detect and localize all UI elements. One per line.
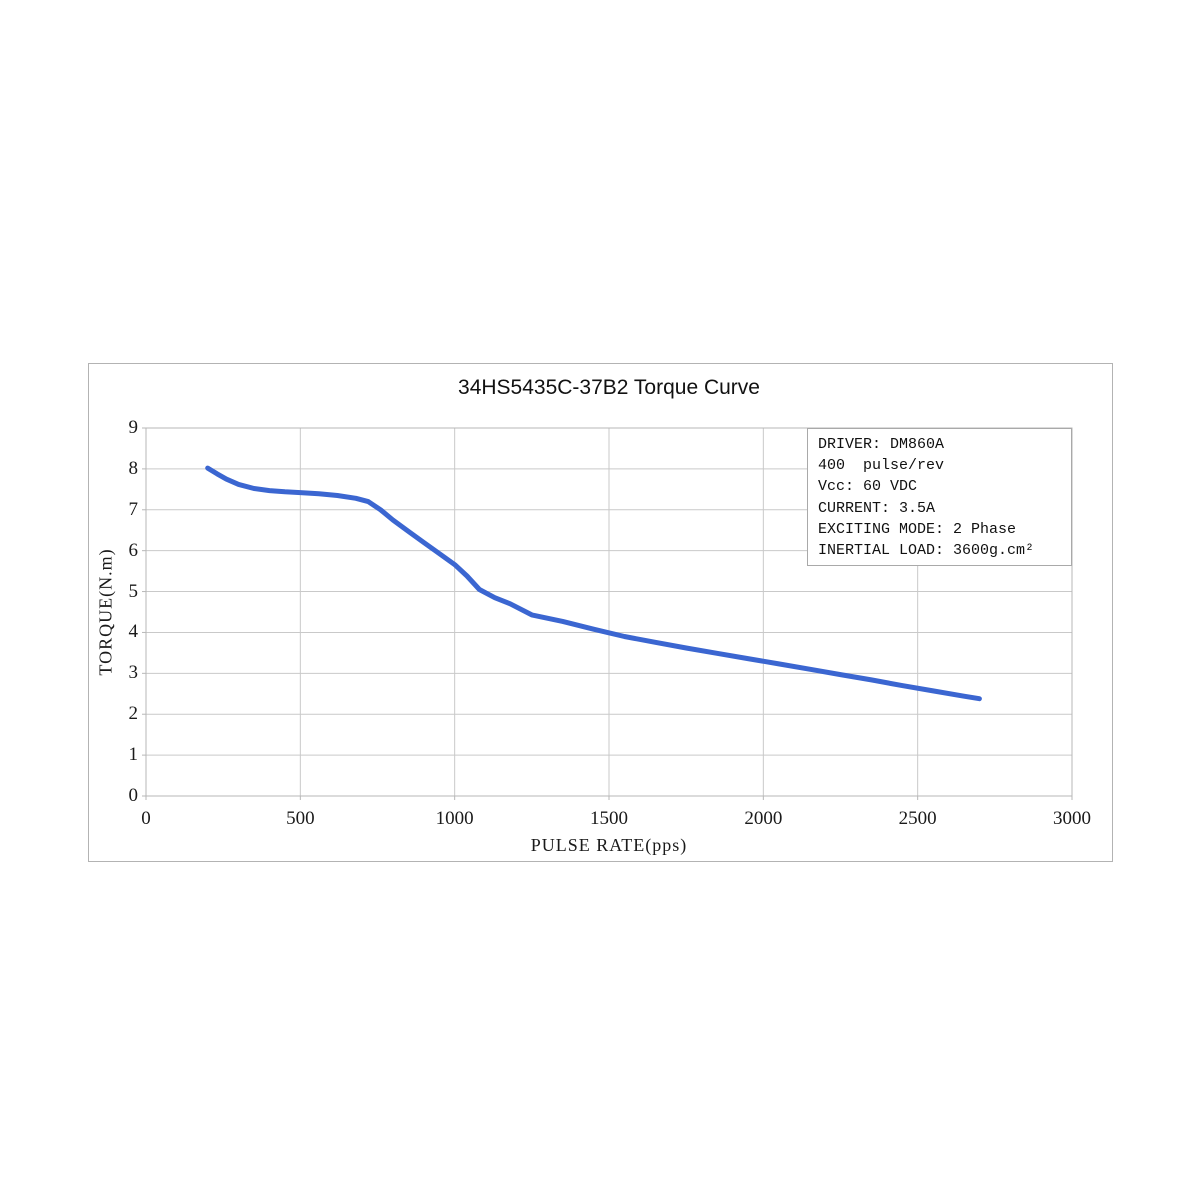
x-tick-label: 1500: [590, 808, 628, 829]
y-tick-label: 5: [128, 580, 139, 602]
driver-info-box: DRIVER: DM860A 400 pulse/rev Vcc: 60 VDC CU…: [807, 428, 1072, 566]
legend-line: DRIVER: DM860A: [818, 436, 945, 453]
x-axis-title: PULSE RATE(pps): [530, 835, 688, 855]
y-tick-label: 2: [128, 703, 139, 725]
x-tick-label: 3000: [1053, 808, 1091, 829]
x-tick-label: 1000: [435, 808, 474, 829]
x-tick-label: 2000: [744, 808, 783, 829]
y-tick-label: 7: [128, 498, 139, 520]
legend-line: Vcc: 60 VDC: [818, 478, 918, 496]
y-tick-label: 0: [128, 785, 139, 806]
y-tick-label: 1: [128, 744, 139, 766]
x-tick-label: 2500: [898, 808, 937, 829]
legend-line: CURRENT: 3.5A: [818, 499, 936, 517]
y-tick-label: 8: [128, 457, 139, 479]
x-tick-label: 500: [286, 808, 315, 829]
y-tick-label: 9: [128, 417, 139, 438]
torque-curve-line: [205, 465, 982, 702]
y-axis-title: TORQUE(N.m): [95, 548, 116, 676]
chart-title: 34HS5435C-37B2 Torque Curve: [458, 376, 760, 399]
chart-frame: 34HS5435C-37B2 Torque Curve TORQUE(N.m) …: [88, 363, 1113, 862]
legend-line: 400 pulse/rev: [818, 457, 945, 475]
x-tick-label: 0: [141, 808, 151, 829]
y-tick-label: 4: [128, 621, 139, 643]
legend-line: EXCITING MODE: 2 Phase: [818, 520, 1017, 538]
y-tick-label: 6: [128, 539, 139, 561]
legend-line: INERTIAL LOAD: 3600g.cm²: [818, 542, 1035, 560]
y-tick-label: 3: [128, 662, 139, 684]
